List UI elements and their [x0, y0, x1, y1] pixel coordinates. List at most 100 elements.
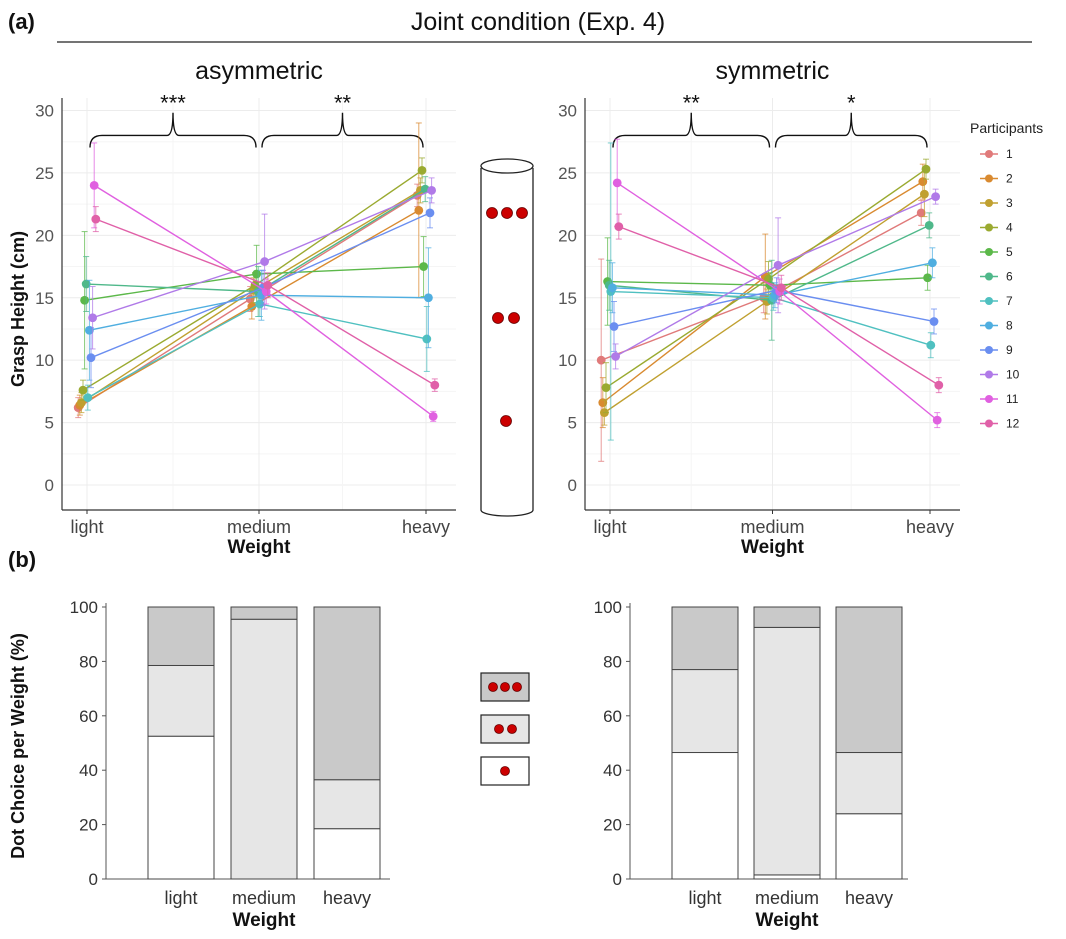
bar-segment-medium-2: [753, 626, 821, 876]
key-dot: [507, 724, 517, 734]
y-tick-label: 5: [45, 414, 54, 433]
bar-segment-light-1: [147, 735, 215, 880]
legend-swatch-dot: [985, 346, 993, 354]
bar-segment-light-2: [147, 664, 215, 737]
bar-segment-heavy-3: [835, 606, 903, 754]
cylinder-illustration: [480, 158, 534, 517]
data-point-p9: [609, 322, 619, 331]
data-point-p5: [419, 262, 428, 271]
legend-item-7: 7: [1006, 294, 1013, 308]
legend-swatch-dot: [985, 419, 993, 428]
data-point-p11: [932, 415, 942, 425]
data-point-p3: [920, 189, 929, 199]
data-point-p12: [430, 380, 440, 390]
x-axis-title: Weight: [233, 910, 297, 931]
x-tick-label: medium: [232, 888, 296, 908]
cylinder-top: [480, 158, 534, 174]
key-two-dots-box: [480, 714, 530, 744]
y-tick-label: 25: [35, 164, 54, 183]
y-tick-label: 60: [603, 707, 622, 726]
bar-chart-symmetric: 0 20 40 60 80 100 light medium heavy Weight: [594, 598, 908, 931]
data-point-p10: [773, 260, 783, 270]
x-tick-label: heavy: [323, 888, 371, 908]
bar-segment-heavy-2: [835, 752, 903, 815]
key-dot: [500, 682, 510, 692]
y-tick-label: 40: [79, 761, 98, 780]
legend-item-5: 5: [1006, 245, 1013, 259]
significance-stars: *: [847, 91, 856, 116]
bar-segment-light-2: [671, 669, 739, 754]
y-tick-label: 100: [70, 598, 98, 617]
y-tick-label: 20: [35, 226, 54, 245]
data-point-p8: [928, 258, 937, 268]
x-axis-title: Weight: [228, 537, 292, 558]
data-point-p11: [89, 180, 99, 190]
legend-item-9: 9: [1006, 343, 1013, 357]
legend-item-11: 11: [1006, 392, 1019, 406]
data-point-p4: [921, 164, 931, 174]
y-axis-title: Grasp Height (cm): [8, 231, 28, 387]
key-one-dot-box: [480, 756, 530, 786]
data-point-p11: [428, 411, 438, 421]
data-point-p7: [926, 340, 936, 350]
data-point-p5: [923, 273, 932, 283]
data-point-p10: [88, 313, 97, 323]
y-tick-label: 30: [558, 101, 577, 120]
significance-stars: **: [683, 91, 701, 116]
data-point-p12: [776, 283, 786, 293]
legend-item-1: 1: [1006, 147, 1013, 161]
bar-segment-heavy-2: [313, 779, 381, 830]
line-chart-symmetric: 0 5 10 15 20 25 30 light medium heavy Weight symmet…: [558, 57, 960, 558]
y-tick-label: 30: [35, 101, 54, 120]
dot-three-3: [516, 207, 528, 219]
data-point-p9: [86, 353, 96, 363]
y-tick-label: 15: [35, 289, 54, 308]
key-dot: [488, 682, 498, 692]
data-point-p5: [252, 269, 261, 279]
cylinder-body: [480, 168, 534, 517]
legend-item-10: 10: [1006, 368, 1020, 382]
significance-stars: ***: [160, 91, 186, 116]
data-point-p7: [255, 299, 265, 309]
data-point-p10: [611, 352, 620, 361]
bar-segment-medium-1: [753, 874, 821, 880]
x-tick-label: light: [164, 888, 197, 908]
bar-segment-medium-3: [753, 606, 821, 628]
y-tick-label: 25: [558, 164, 577, 183]
y-tick-label: 80: [79, 652, 98, 671]
data-point-p2: [247, 302, 257, 311]
chart-title: asymmetric: [195, 57, 323, 85]
legend-item-8: 8: [1006, 319, 1013, 333]
line-chart-asymmetric: 0 5 10 15 20 25 30 light medium heavy Weight Grasp …: [8, 57, 456, 558]
figure-title: Joint condition (Exp. 4): [411, 8, 665, 36]
x-axis-title: Weight: [756, 910, 820, 931]
y-tick-label: 0: [45, 476, 54, 495]
data-point-p1: [596, 355, 606, 365]
x-tick-label: light: [593, 517, 626, 537]
legend-swatch-dot: [985, 297, 993, 305]
bar-segment-heavy-3: [313, 606, 381, 781]
x-tick-label: light: [70, 517, 103, 537]
dot-three-1: [486, 207, 498, 219]
series-line-12: [618, 225, 940, 386]
y-tick-label: 20: [603, 816, 622, 835]
legend-title: Participants: [970, 120, 1043, 136]
significance-stars: **: [334, 91, 352, 116]
key-dot: [494, 724, 504, 734]
data-point-p10: [260, 257, 269, 266]
data-point-p9: [425, 208, 435, 218]
legend-item-4: 4: [1006, 221, 1013, 235]
x-tick-label: heavy: [906, 517, 954, 537]
bar-segment-medium-2: [230, 618, 298, 880]
y-tick-label: 10: [35, 351, 54, 370]
bar-segment-heavy-1: [835, 813, 903, 880]
bar-segment-light-3: [671, 606, 739, 671]
data-point-p10: [427, 185, 436, 195]
x-tick-label: heavy: [402, 517, 450, 537]
data-point-p2: [414, 205, 424, 215]
bar-segment-medium-3: [230, 606, 298, 620]
y-tick-label: 40: [603, 761, 622, 780]
legend-swatch-dot: [985, 370, 993, 379]
